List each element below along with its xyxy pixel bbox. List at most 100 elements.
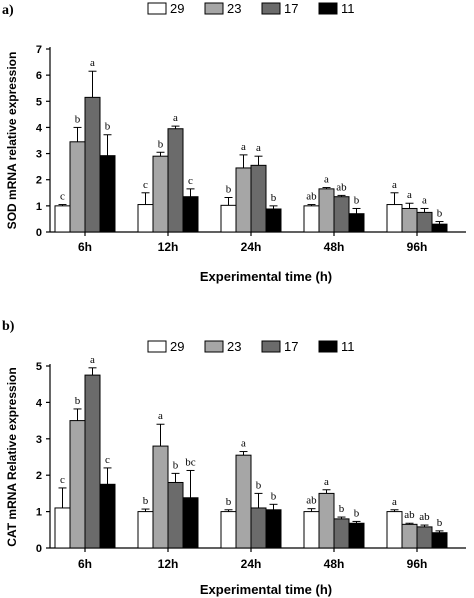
- panel-a-legend-label-23: 23: [227, 1, 241, 16]
- panel-a-x-tick-label-48h: 48h: [324, 240, 345, 254]
- panel-b-sig-label-17-96h: ab: [419, 511, 430, 523]
- panel-a-bar-17-48h: [333, 196, 350, 233]
- panel-a-sig-label-11-24h: b: [271, 192, 277, 204]
- panel-a-bar-29-6h: [54, 205, 71, 233]
- panel-b-x-tick-label-24h: 24h: [241, 557, 262, 571]
- panel-b-sig-label-17-24h: b: [256, 479, 262, 491]
- panel-b-y-tick-label: 4: [36, 397, 43, 409]
- panel-a-letter: a): [2, 3, 14, 18]
- panel-a-bar-11-48h: [348, 213, 365, 233]
- panel-b-sig-label-23-96h: ab: [404, 509, 415, 521]
- panel-b-bar-23-48h: [318, 492, 335, 549]
- panel-b-bar-29-48h: [303, 511, 320, 549]
- panel-a-sig-label-11-96h: b: [437, 208, 443, 220]
- panel-b-bar-23-96h: [401, 523, 418, 549]
- panel-a-sig-label-23-12h: b: [158, 138, 164, 150]
- panel-a-y-tick-label: 3: [36, 149, 42, 161]
- panel-a-sig-label-17-12h: a: [173, 112, 178, 124]
- panel-b-sig-label-29-12h: b: [143, 495, 149, 507]
- panel-a-bar-29-24h: [220, 204, 237, 233]
- panel-a-y-tick-label: 1: [36, 201, 42, 213]
- panel-b-sig-label-29-6h: c: [60, 474, 65, 486]
- panel-b-sig-label-23-12h: a: [158, 410, 163, 422]
- panel-b-bar-23-24h: [235, 454, 252, 549]
- panel-a-x-axis-title: Experimental time (h): [200, 269, 332, 284]
- panel-a-sig-label-17-24h: a: [256, 142, 261, 154]
- panel-a-x-tick-label-24h: 24h: [241, 240, 262, 254]
- panel-a-bar-23-6h: [69, 141, 86, 233]
- panel-a-y-tick-label: 4: [36, 122, 43, 134]
- panel-b-bar-11-6h: [99, 483, 116, 549]
- panel-b-sig-label-29-96h: a: [392, 496, 397, 508]
- panel-b-x-tick-label-48h: 48h: [324, 557, 345, 571]
- panel-b-y-tick-label: 2: [36, 470, 42, 482]
- panel-a-sig-label-23-6h: b: [75, 113, 81, 125]
- panel-b-bar-11-12h: [182, 497, 199, 549]
- panel-b-y-tick-label: 5: [36, 361, 42, 373]
- panel-b-legend-swatch-29: [147, 340, 167, 353]
- panel-b-bar-29-96h: [386, 511, 403, 549]
- panel-a-y-tick-label: 5: [36, 96, 42, 108]
- panel-b-x-tick-label-12h: 12h: [158, 557, 179, 571]
- panel-b-legend-swatch-11: [318, 340, 338, 353]
- panel-a-legend-label-11: 11: [341, 1, 355, 16]
- panel-a-bar-11-96h: [431, 223, 448, 233]
- panel-a-sig-label-11-6h: b: [105, 121, 111, 133]
- panel-b-legend-label-29: 29: [170, 339, 184, 354]
- panel-b-legend-label-23: 23: [227, 339, 241, 354]
- panel-b-bar-17-96h: [416, 526, 433, 549]
- panel-b-x-tick-label-96h: 96h: [407, 557, 428, 571]
- panel-b-sig-label-29-24h: b: [226, 496, 232, 508]
- panel-a-sig-label-17-6h: a: [90, 57, 95, 69]
- panel-a-bar-17-96h: [416, 211, 433, 233]
- panel-a-sig-label-11-48h: b: [354, 194, 360, 206]
- panel-b-sig-label-23-6h: b: [75, 395, 81, 407]
- panel-a-bar-29-96h: [386, 204, 403, 233]
- panel-b-y-tick-label: 3: [36, 434, 42, 446]
- panel-a-bar-17-6h: [84, 96, 101, 233]
- panel-a-legend-swatch-29: [147, 2, 167, 15]
- panel-b-legend-label-17: 17: [284, 339, 298, 354]
- panel-a-y-tick-label: 2: [36, 175, 42, 187]
- panel-a-bar-11-24h: [265, 208, 282, 233]
- panel-a-x-tick-label-6h: 6h: [78, 240, 92, 254]
- panel-a-legend-swatch-17: [261, 2, 281, 15]
- panel-a-sig-label-23-48h: a: [324, 174, 329, 186]
- panel-b-bar-11-48h: [348, 522, 365, 549]
- panel-a-sig-label-17-96h: a: [422, 194, 427, 206]
- panel-a-bar-29-12h: [137, 204, 154, 233]
- panel-b-bar-17-6h: [84, 374, 101, 549]
- panel-b-legend-swatch-23: [204, 340, 224, 353]
- panel-b-sig-label-23-48h: a: [324, 476, 329, 488]
- panel-a-y-tick-label: 7: [36, 44, 42, 56]
- panel-a-bar-23-12h: [152, 155, 169, 233]
- panel-a-y-axis-title: SOD mRNA relative expression: [5, 52, 19, 230]
- panel-b-legend-label-11: 11: [341, 339, 355, 354]
- panel-b-bar-11-96h: [431, 532, 448, 549]
- panel-b-bar-23-12h: [152, 445, 169, 549]
- panel-b-x-tick-label-6h: 6h: [78, 557, 92, 571]
- panel-a-legend-label-29: 29: [170, 1, 184, 16]
- panel-a-y-tick-label: 0: [36, 227, 42, 239]
- panel-a-bar-23-96h: [401, 207, 418, 233]
- panel-b-bar-17-12h: [167, 481, 184, 549]
- panel-a-bar-17-12h: [167, 128, 184, 233]
- panel-b-sig-label-29-48h: ab: [306, 495, 317, 507]
- panel-b-bar-29-6h: [54, 507, 71, 549]
- panel-a-legend-swatch-23: [204, 2, 224, 15]
- panel-a-legend-label-17: 17: [284, 1, 298, 16]
- panel-a-sig-label-29-12h: c: [143, 179, 148, 191]
- panel-b-legend-swatch-17: [261, 340, 281, 353]
- panel-b-bar-17-24h: [250, 507, 267, 549]
- panel-b-sig-label-11-48h: b: [354, 507, 360, 519]
- panel-a-bar-11-6h: [99, 155, 116, 233]
- panel-a-x-tick-label-96h: 96h: [407, 240, 428, 254]
- panel-a-bar-17-24h: [250, 164, 267, 233]
- panel-b-bar-17-48h: [333, 518, 350, 549]
- panel-b-sig-label-17-12h: b: [173, 459, 179, 471]
- panel-a-bar-23-48h: [318, 188, 335, 233]
- panel-a-sig-label-29-24h: b: [226, 183, 232, 195]
- panel-a-y-tick-label: 6: [36, 70, 42, 82]
